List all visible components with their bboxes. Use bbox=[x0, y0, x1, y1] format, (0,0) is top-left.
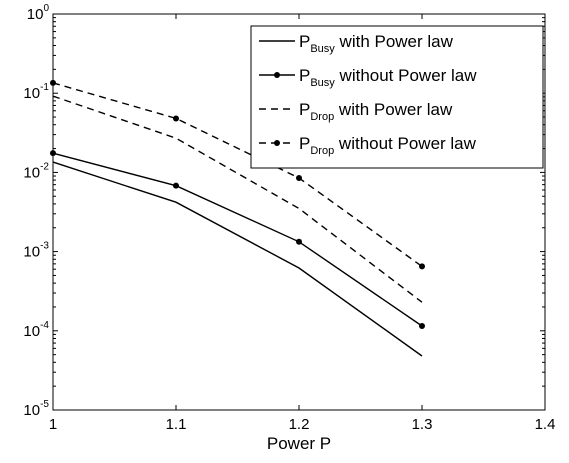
data-point bbox=[296, 238, 302, 245]
x-axis-label: Power P bbox=[267, 434, 331, 453]
y-tick-base: 10 bbox=[23, 85, 40, 102]
y-tick-label: 10-2 bbox=[23, 161, 49, 181]
legend-symbol: P bbox=[299, 66, 310, 85]
legend-label: without Power law bbox=[334, 134, 476, 153]
y-tick-label: 10-1 bbox=[23, 82, 49, 102]
x-axis-ticks: 1 1.1 1.2 1.3 1.4 bbox=[49, 14, 556, 433]
y-tick-base: 10 bbox=[23, 323, 40, 340]
y-tick-exponent: -2 bbox=[40, 161, 49, 172]
y-tick-label: 10-5 bbox=[23, 399, 49, 419]
legend-subscript: Drop bbox=[310, 111, 334, 123]
data-point bbox=[50, 150, 56, 157]
legend-marker bbox=[274, 72, 280, 78]
legend-subscript: Drop bbox=[310, 145, 334, 157]
data-point bbox=[419, 263, 425, 270]
series-line-4 bbox=[52, 82, 423, 267]
legend-symbol: P bbox=[299, 100, 310, 119]
y-tick-base: 10 bbox=[23, 244, 40, 261]
y-tick-exponent: -4 bbox=[40, 320, 49, 331]
y-tick-label: 10-3 bbox=[23, 241, 49, 261]
data-point bbox=[173, 182, 179, 189]
legend-entry-4: PDrop without Power law bbox=[299, 134, 477, 157]
y-tick-exponent: -1 bbox=[40, 82, 49, 93]
series-layer bbox=[50, 79, 425, 357]
y-tick-base: 10 bbox=[27, 6, 44, 23]
data-point bbox=[419, 322, 425, 329]
y-tick-exponent: -5 bbox=[40, 399, 49, 410]
x-tick-label: 1.3 bbox=[412, 416, 433, 433]
x-tick-label: 1 bbox=[49, 416, 57, 433]
legend-entry-2: PBusy without Power law bbox=[299, 66, 477, 89]
x-tick-label: 1.4 bbox=[535, 416, 556, 433]
legend-label: with Power law bbox=[335, 32, 454, 51]
y-tick-base: 10 bbox=[23, 164, 40, 181]
legend-symbol: P bbox=[299, 134, 310, 153]
x-tick-label: 1.2 bbox=[289, 416, 310, 433]
y-tick-exponent: 0 bbox=[43, 3, 49, 14]
y-tick-exponent: -3 bbox=[40, 241, 49, 252]
data-point bbox=[296, 174, 302, 181]
data-point bbox=[173, 115, 179, 122]
data-point bbox=[50, 79, 56, 86]
legend-subscript: Busy bbox=[310, 43, 335, 55]
x-tick-label: 1.1 bbox=[166, 416, 187, 433]
legend-label: without Power law bbox=[335, 66, 477, 85]
legend-entry-1: PBusy with Power law bbox=[299, 32, 454, 55]
legend-marker bbox=[274, 140, 280, 146]
legend-box bbox=[250, 25, 544, 169]
legend-symbol: P bbox=[299, 32, 310, 51]
series-line-3 bbox=[52, 95, 423, 303]
y-tick-label: 100 bbox=[27, 3, 50, 23]
series-line-2 bbox=[52, 152, 423, 327]
y-tick-label: 10-4 bbox=[23, 320, 49, 340]
legend-entry-3: PDrop with Power law bbox=[299, 100, 453, 123]
y-tick-base: 10 bbox=[23, 402, 40, 419]
legend-label: with Power law bbox=[334, 100, 453, 119]
legend-subscript: Busy bbox=[310, 77, 335, 89]
series-line-1 bbox=[52, 161, 423, 357]
